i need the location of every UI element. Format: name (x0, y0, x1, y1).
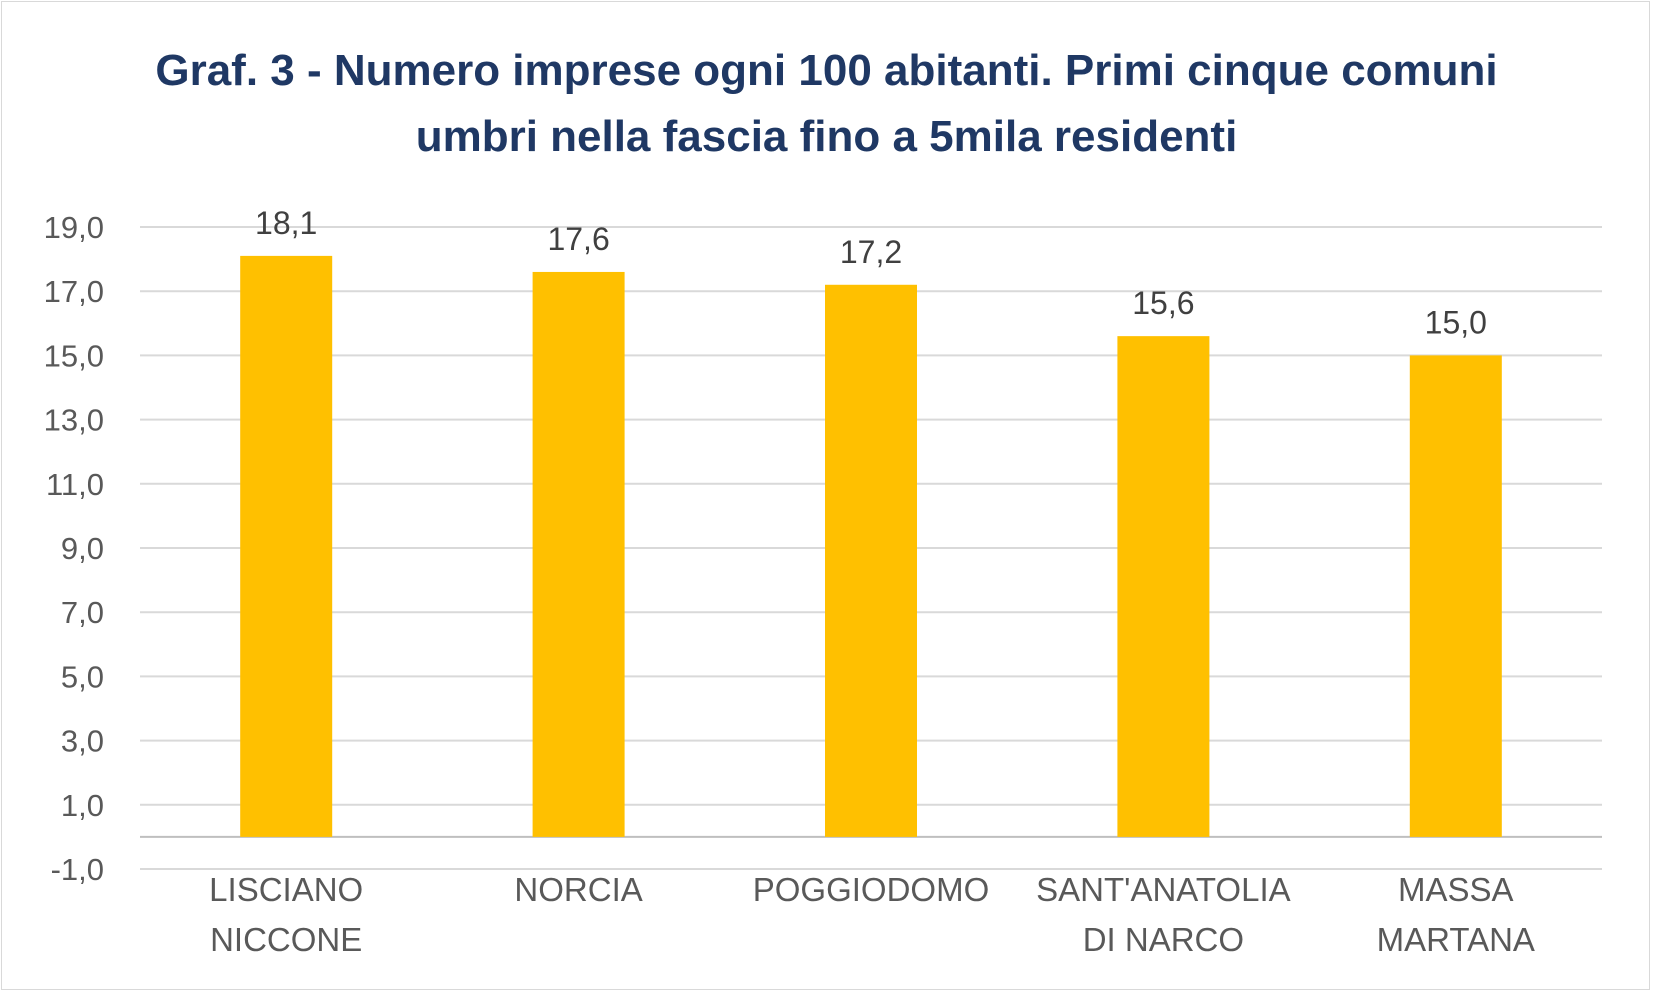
data-label: 18,1 (255, 205, 317, 241)
y-tick-label: 11,0 (46, 467, 104, 502)
category-label: MARTANA (1377, 921, 1535, 958)
y-tick-label: 7,0 (61, 595, 104, 630)
category-label: SANT'ANATOLIA (1036, 871, 1290, 908)
y-tick-label: 15,0 (44, 338, 104, 373)
y-tick-label: 1,0 (61, 788, 104, 823)
data-labels: 18,1 17,6 17,2 15,6 15,0 (255, 205, 1487, 341)
bar (532, 271, 625, 837)
x-axis-categories: LISCIANO NICCONE NORCIA POGGIODOMO SANT'ANAT… (209, 871, 1535, 958)
y-tick-label: 19,0 (44, 210, 104, 245)
y-tick-label: 3,0 (61, 724, 104, 759)
y-tick-label: 5,0 (61, 659, 104, 694)
category-label: POGGIODOMO (753, 871, 990, 908)
data-label: 15,6 (1132, 285, 1194, 321)
bar (1409, 355, 1502, 837)
y-tick-label: 9,0 (61, 531, 104, 566)
bar (825, 284, 917, 837)
y-axis-ticks: 19,0 17,0 15,0 13,0 11,0 9,0 7,0 5,0 3,0 1,0 -1,0 (44, 210, 104, 887)
chart-title: Graf. 3 - Numero imprese ogni 100 abitan… (155, 46, 1498, 161)
data-label: 17,6 (547, 221, 609, 257)
bar (1117, 336, 1210, 837)
category-label: NORCIA (514, 871, 642, 908)
category-label: DI NARCO (1083, 921, 1244, 958)
category-label: NICCONE (210, 921, 362, 958)
y-tick-label: 17,0 (44, 274, 104, 309)
data-label: 17,2 (840, 234, 902, 270)
bars (240, 255, 1502, 837)
data-label: 15,0 (1425, 304, 1487, 340)
y-tick-label: -1,0 (51, 852, 104, 887)
y-tick-label: 13,0 (44, 403, 104, 438)
category-label: LISCIANO (209, 871, 363, 908)
bar (240, 255, 333, 837)
category-label: MASSA (1398, 871, 1514, 908)
